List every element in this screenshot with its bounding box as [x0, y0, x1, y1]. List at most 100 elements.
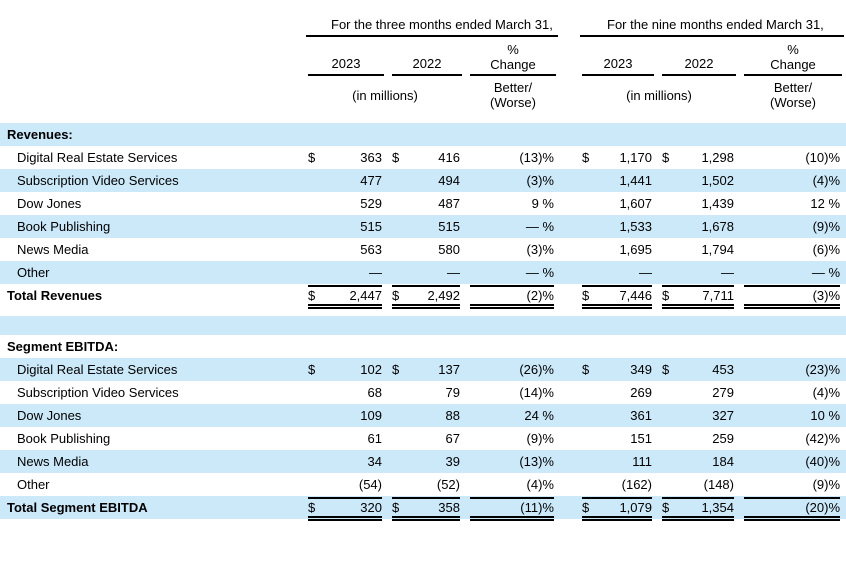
- amount-cell: [578, 123, 658, 146]
- units-header-row: (in millions) Better/(Worse) (in million…: [0, 76, 846, 123]
- percent-cell: [466, 123, 560, 146]
- amount-cell: $1,079: [578, 496, 658, 521]
- column-gap: [560, 404, 578, 427]
- empty-corner: [0, 76, 304, 123]
- amount-cell: 487: [388, 192, 466, 215]
- pct-change-label: Change: [490, 57, 536, 72]
- amount-cell: $453: [658, 358, 740, 381]
- value: 327: [712, 408, 734, 423]
- row-label: Revenues:: [7, 127, 73, 142]
- value: 1,170: [619, 150, 652, 165]
- row-label: Dow Jones: [17, 408, 82, 423]
- value: 494: [438, 173, 460, 188]
- value: (3)%: [526, 242, 554, 257]
- pct-change-3mo: % Change: [466, 37, 560, 76]
- value: (3)%: [526, 173, 554, 188]
- amount-cell: $137: [388, 358, 466, 381]
- value: 358: [438, 500, 460, 515]
- value: 487: [438, 196, 460, 211]
- amount-cell: $102: [304, 358, 388, 381]
- dollar-sign: $: [582, 288, 590, 303]
- value: 279: [712, 385, 734, 400]
- value: 1,678: [701, 219, 734, 234]
- value: (4)%: [526, 477, 554, 492]
- row-label: Total Revenues: [7, 288, 103, 303]
- column-gap: [560, 0, 578, 37]
- financial-table: For the three months ended March 31, For…: [0, 0, 846, 521]
- period-header-row: For the three months ended March 31, For…: [0, 0, 846, 37]
- percent-cell: (10)%: [740, 146, 846, 169]
- amount-cell: (52): [388, 473, 466, 496]
- column-gap: [560, 473, 578, 496]
- amount-cell: 529: [304, 192, 388, 215]
- percent-cell: 9 %: [466, 192, 560, 215]
- value: 61: [367, 431, 382, 446]
- percent-cell: (26)%: [466, 358, 560, 381]
- amount-cell: 109: [304, 404, 388, 427]
- value: —: [369, 265, 382, 280]
- year-2022-3mo: 2022: [388, 37, 466, 76]
- percent-cell: (4)%: [740, 169, 846, 192]
- row-label: Book Publishing: [17, 431, 111, 446]
- percent-cell: (11)%: [466, 496, 560, 521]
- percent-cell: (6)%: [740, 238, 846, 261]
- pct-change-9mo: % Change: [740, 37, 846, 76]
- value: 102: [360, 362, 382, 377]
- value: 1,439: [701, 196, 734, 211]
- value: (14)%: [519, 385, 554, 400]
- value: (13)%: [519, 454, 554, 469]
- amount-cell: [304, 335, 388, 358]
- row-label: Subscription Video Services: [17, 385, 179, 400]
- pct-sign: %: [507, 42, 519, 57]
- amount-cell: 68: [304, 381, 388, 404]
- better-label: Better/: [493, 80, 533, 95]
- column-gap: [560, 358, 578, 381]
- column-gap: [560, 169, 578, 192]
- table-body: Revenues: Digital Real Estate Services $36…: [0, 123, 846, 521]
- value: (162): [621, 477, 652, 492]
- value: (4)%: [812, 173, 841, 188]
- row-label: Digital Real Estate Services: [17, 150, 178, 165]
- value: 1,354: [701, 500, 734, 515]
- percent-cell: — %: [740, 261, 846, 284]
- column-gap: [560, 215, 578, 238]
- value: (23)%: [805, 362, 841, 377]
- value: 67: [445, 431, 460, 446]
- amount-cell: $7,446: [578, 284, 658, 309]
- percent-cell: 24 %: [466, 404, 560, 427]
- amount-cell: —: [578, 261, 658, 284]
- dollar-sign: $: [308, 362, 316, 377]
- column-gap: [560, 192, 578, 215]
- amount-cell: [388, 123, 466, 146]
- amount-cell: 327: [658, 404, 740, 427]
- row-label: Subscription Video Services: [17, 173, 179, 188]
- value: 2,447: [349, 288, 382, 303]
- percent-cell: (42)%: [740, 427, 846, 450]
- table-header: For the three months ended March 31, For…: [0, 0, 846, 123]
- percent-cell: [466, 335, 560, 358]
- amount-cell: 269: [578, 381, 658, 404]
- value: (9)%: [812, 477, 841, 492]
- percent-cell: (4)%: [740, 381, 846, 404]
- table-row: News Media 34 39 (13)% 111 184 (40)%: [0, 450, 846, 473]
- amount-cell: 1,695: [578, 238, 658, 261]
- row-label: Other: [17, 265, 50, 280]
- amount-cell: 111: [578, 450, 658, 473]
- dollar-sign: $: [582, 150, 590, 165]
- column-gap: [560, 381, 578, 404]
- row-label: Segment EBITDA:: [7, 339, 119, 354]
- value: 79: [445, 385, 460, 400]
- amount-cell: [388, 335, 466, 358]
- value: 1,298: [701, 150, 734, 165]
- percent-cell: (9)%: [740, 473, 846, 496]
- row-label: Digital Real Estate Services: [17, 362, 178, 377]
- amount-cell: —: [658, 261, 740, 284]
- table-row: Digital Real Estate Services $363 $416 (13)…: [0, 146, 846, 169]
- value: 529: [360, 196, 382, 211]
- pct-sign: %: [787, 42, 799, 57]
- table-row: Dow Jones 109 88 24 % 361 327 10 %: [0, 404, 846, 427]
- period-9mo-cell: For the nine months ended March 31,: [578, 0, 846, 37]
- value: 1,607: [619, 196, 652, 211]
- value: 269: [630, 385, 652, 400]
- year-header-row: 2023 2022 % Change 2023 2022 % Change: [0, 37, 846, 76]
